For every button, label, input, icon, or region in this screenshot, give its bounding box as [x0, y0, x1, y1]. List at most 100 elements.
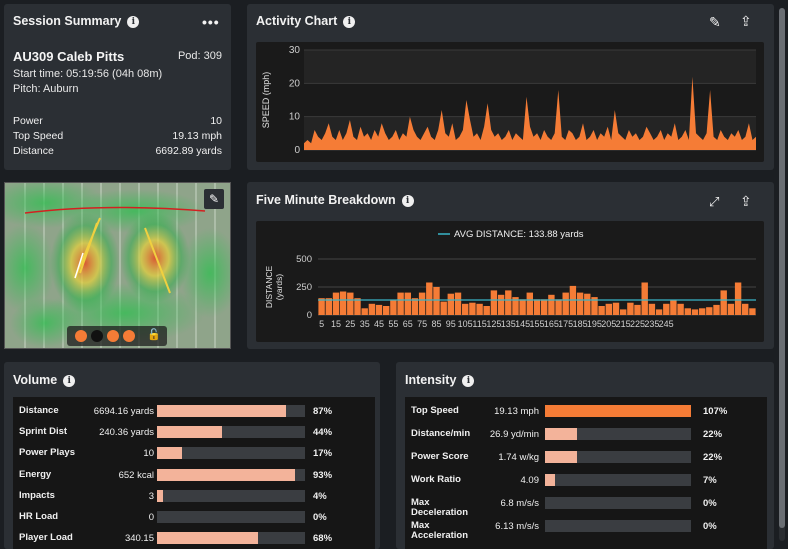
stat-label: Power	[13, 115, 43, 127]
distance-bar	[483, 306, 490, 315]
metric-value: 6.8 m/s/s	[500, 498, 539, 509]
stat-value: 10	[210, 115, 222, 127]
metric-label: HR Load	[19, 511, 59, 522]
distance-chart: AVG DISTANCE: 133.88 yards 500 250 0 DISTANC…	[264, 229, 756, 329]
intensity-table: Top Speed 19.13 mph 107% Distance/min 26.9 y…	[405, 397, 767, 549]
distance-bar	[584, 293, 591, 315]
stat-label: Distance	[13, 145, 54, 157]
distance-bar	[720, 290, 727, 315]
distance-bar	[548, 294, 555, 315]
metric-percent: 0%	[313, 512, 327, 523]
metric-value: 6694.16 yards	[93, 406, 154, 417]
heatmap-dot-4[interactable]	[123, 330, 135, 342]
page-scrollbar[interactable]	[779, 8, 785, 541]
distance-bar	[519, 299, 526, 315]
metric-percent: 0%	[703, 521, 717, 532]
x-tick-label: 195	[587, 319, 602, 329]
x-tick-label: 155	[529, 319, 544, 329]
heatmap-dot-2[interactable]	[91, 330, 103, 342]
speed-series-area	[304, 76, 756, 150]
metric-percent: 7%	[703, 475, 717, 486]
x-tick-label: 15	[331, 319, 341, 329]
distance-bar	[368, 303, 376, 315]
metric-percent: 4%	[313, 490, 327, 502]
x-tick-label: 95	[446, 319, 456, 329]
export-icon[interactable]: ⇪	[740, 193, 752, 209]
distance-bar	[411, 298, 419, 315]
metric-label: Distance/min	[411, 428, 471, 439]
distance-bar	[347, 292, 354, 315]
export-icon[interactable]: ⇪	[740, 13, 752, 29]
edit-pencil-icon[interactable]: ✎	[204, 189, 224, 209]
activity-chart-title: Activity Chart i	[256, 14, 356, 28]
distance-bar	[339, 291, 347, 315]
x-tick-label: 175	[558, 319, 573, 329]
distance-bar	[691, 309, 699, 315]
intensity-title: Intensity i	[405, 373, 475, 387]
metric-bar-track	[545, 451, 691, 463]
distance-bar	[749, 308, 756, 315]
distance-bar	[699, 308, 706, 315]
metric-bar-track	[545, 520, 691, 532]
x-tick-label: 25	[345, 319, 355, 329]
x-tick-label: 45	[374, 319, 384, 329]
metric-percent: 22%	[703, 452, 723, 463]
metric-row: Energy 652 kcal 93%	[13, 466, 375, 487]
distance-bar	[490, 290, 498, 315]
lock-icon[interactable]: 🔓	[147, 329, 161, 341]
info-icon[interactable]: i	[462, 375, 475, 387]
session-summary-panel: Session Summary i ••• AU309 Caleb Pitts P…	[4, 4, 231, 170]
distance-bar	[706, 307, 713, 315]
distance-bar	[440, 301, 447, 315]
x-tick-label: 125	[486, 319, 501, 329]
edit-pencil-icon[interactable]: ✎	[709, 14, 721, 30]
heatmap-panel[interactable]: ✎ 🔓	[4, 182, 231, 349]
metric-label: Power Score	[411, 451, 469, 462]
x-tick-label: 35	[360, 319, 370, 329]
metric-label: Max Deceleration	[411, 497, 469, 518]
expand-icon[interactable]: ⤢	[709, 194, 720, 209]
metric-label: Max Acceleration	[411, 520, 469, 541]
distance-bar	[533, 299, 541, 315]
metric-value: 10	[143, 448, 154, 460]
metric-bar-fill	[545, 405, 691, 417]
info-icon[interactable]: i	[63, 375, 76, 387]
metric-percent: 17%	[313, 448, 333, 460]
distance-bar	[476, 303, 483, 315]
more-options-icon[interactable]: •••	[202, 14, 220, 30]
metric-row: Player Load 340.15 68%	[13, 529, 375, 549]
info-icon[interactable]: i	[127, 16, 140, 28]
x-tick-label: 145	[515, 319, 530, 329]
distance-bar	[497, 294, 505, 315]
metric-bar-track	[157, 426, 305, 439]
distance-bar	[742, 303, 749, 315]
metric-label: Sprint Dist	[19, 426, 68, 438]
distance-bar	[684, 308, 691, 315]
info-icon[interactable]: i	[343, 16, 356, 28]
start-time: Start time: 05:19:56 (04h 08m)	[13, 68, 163, 80]
metric-bar-track	[545, 497, 691, 509]
metric-value: 19.13 mph	[494, 406, 539, 417]
distance-bar	[454, 292, 462, 315]
metric-bar-fill	[157, 447, 183, 460]
distance-bar	[361, 308, 368, 315]
pitch-label: Pitch: Auburn	[13, 83, 79, 95]
metric-percent: 107%	[703, 406, 728, 417]
distance-bar	[390, 300, 397, 315]
scrollbar-thumb[interactable]	[779, 8, 785, 528]
y-tick-label: 30	[289, 45, 301, 56]
distance-bar	[375, 304, 383, 315]
metric-value: 240.36 yards	[99, 427, 154, 439]
info-icon[interactable]: i	[401, 195, 414, 207]
metric-bar-fill	[545, 428, 578, 440]
heatmap-dot-1[interactable]	[75, 330, 87, 342]
distance-bar	[318, 298, 325, 315]
distance-bar	[713, 304, 720, 315]
distance-bar	[641, 282, 648, 315]
distance-bar	[663, 303, 670, 315]
distance-bar	[576, 292, 584, 315]
distance-bar	[404, 292, 411, 315]
metric-bar-track	[157, 468, 305, 481]
heatmap-dot-3[interactable]	[107, 330, 119, 342]
metric-row: Distance/min 26.9 yd/min 22%	[405, 425, 767, 448]
